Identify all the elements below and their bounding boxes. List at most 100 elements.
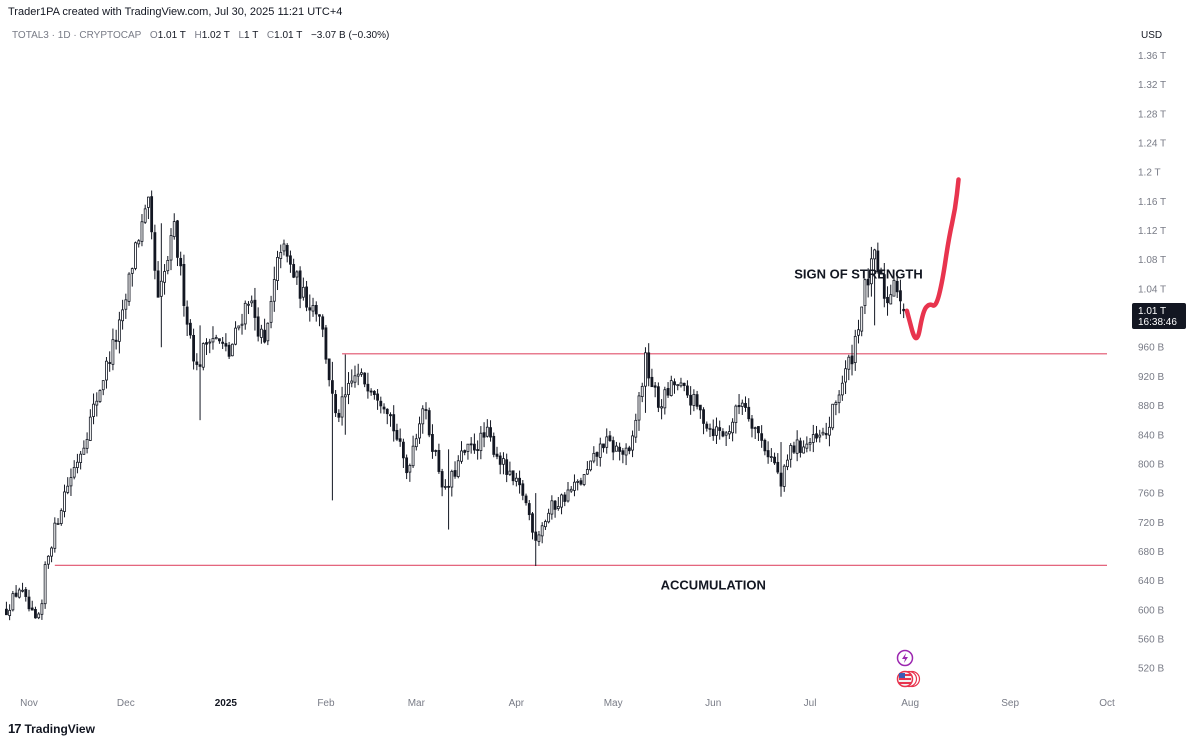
candle[interactable] <box>56 518 60 525</box>
candle[interactable] <box>211 326 215 350</box>
candle[interactable] <box>786 454 789 471</box>
candle[interactable] <box>63 484 66 518</box>
candle[interactable] <box>431 424 434 459</box>
candle[interactable] <box>727 425 731 440</box>
candle[interactable] <box>605 428 609 454</box>
candle[interactable] <box>837 390 841 414</box>
candle[interactable] <box>669 375 673 397</box>
candle[interactable] <box>266 322 270 346</box>
candle[interactable] <box>766 441 770 464</box>
candle[interactable] <box>615 441 618 452</box>
candle[interactable] <box>188 319 192 339</box>
candle[interactable] <box>440 468 444 497</box>
candle[interactable] <box>495 446 499 460</box>
candle[interactable] <box>531 511 534 540</box>
candle[interactable] <box>892 270 896 297</box>
candle[interactable] <box>857 319 860 344</box>
candle[interactable] <box>30 600 34 611</box>
candle[interactable] <box>130 267 134 287</box>
candle[interactable] <box>150 190 154 240</box>
candle[interactable] <box>566 481 570 503</box>
candle[interactable] <box>37 612 41 620</box>
candle[interactable] <box>656 382 660 413</box>
candle[interactable] <box>844 360 847 395</box>
candle[interactable] <box>711 419 715 441</box>
candle[interactable] <box>321 314 325 338</box>
candle[interactable] <box>263 318 267 344</box>
candle[interactable] <box>218 338 221 344</box>
candle[interactable] <box>127 272 131 306</box>
candle[interactable] <box>76 453 79 474</box>
candle[interactable] <box>505 453 509 483</box>
candle[interactable] <box>295 270 299 285</box>
candle[interactable] <box>337 409 341 423</box>
candle[interactable] <box>479 426 483 460</box>
candle[interactable] <box>744 396 747 412</box>
candle[interactable] <box>450 469 454 497</box>
candle[interactable] <box>660 399 663 420</box>
candle[interactable] <box>111 328 115 371</box>
candle[interactable] <box>492 432 496 458</box>
candle[interactable] <box>453 461 457 479</box>
candle[interactable] <box>405 454 409 480</box>
candle[interactable] <box>666 382 670 398</box>
candle[interactable] <box>301 277 305 301</box>
candle[interactable] <box>108 351 112 372</box>
candle[interactable] <box>24 587 28 602</box>
candle[interactable] <box>385 408 389 425</box>
candle[interactable] <box>95 392 99 417</box>
candle[interactable] <box>176 219 179 267</box>
candle[interactable] <box>485 419 489 438</box>
candle[interactable] <box>518 470 521 494</box>
candle[interactable] <box>427 407 431 438</box>
candle[interactable] <box>521 480 525 501</box>
candle[interactable] <box>634 413 638 443</box>
candle[interactable] <box>395 423 399 442</box>
candle[interactable] <box>882 262 886 308</box>
candle[interactable] <box>389 412 392 427</box>
candle[interactable] <box>469 437 473 454</box>
candle[interactable] <box>524 493 528 506</box>
candle[interactable] <box>663 386 667 415</box>
candle[interactable] <box>782 464 786 492</box>
candle[interactable] <box>40 599 44 620</box>
candle[interactable] <box>582 474 586 487</box>
candle[interactable] <box>82 440 86 455</box>
candle[interactable] <box>860 306 864 337</box>
candle[interactable] <box>476 440 480 460</box>
candle[interactable] <box>602 443 605 453</box>
candle[interactable] <box>437 443 441 474</box>
tradingview-logo[interactable]: 17 TradingView <box>8 721 95 736</box>
candle[interactable] <box>376 389 379 410</box>
candle[interactable] <box>686 380 689 398</box>
candle[interactable] <box>679 377 683 388</box>
candle[interactable] <box>421 405 425 434</box>
candle[interactable] <box>240 313 244 335</box>
candle[interactable] <box>343 354 347 435</box>
candle[interactable] <box>576 479 580 491</box>
candle[interactable] <box>824 422 828 440</box>
candle[interactable] <box>279 244 283 269</box>
candle[interactable] <box>847 354 851 381</box>
candle[interactable] <box>92 393 95 425</box>
candle[interactable] <box>689 386 693 415</box>
candle[interactable] <box>460 441 463 464</box>
candle[interactable] <box>631 430 634 458</box>
candle[interactable] <box>269 295 273 329</box>
candle[interactable] <box>114 329 118 350</box>
candle[interactable] <box>363 372 367 388</box>
candle[interactable] <box>179 251 183 276</box>
candle[interactable] <box>747 398 751 422</box>
candle[interactable] <box>650 368 654 388</box>
candle[interactable] <box>456 455 460 479</box>
candle[interactable] <box>589 460 592 472</box>
candle[interactable] <box>282 239 286 256</box>
candle[interactable] <box>185 300 189 336</box>
candle[interactable] <box>289 250 292 273</box>
candle[interactable] <box>473 433 476 454</box>
candle[interactable] <box>11 590 15 612</box>
currency-label[interactable]: USD <box>1141 30 1163 41</box>
candle[interactable] <box>776 453 780 475</box>
candle[interactable] <box>876 242 880 274</box>
